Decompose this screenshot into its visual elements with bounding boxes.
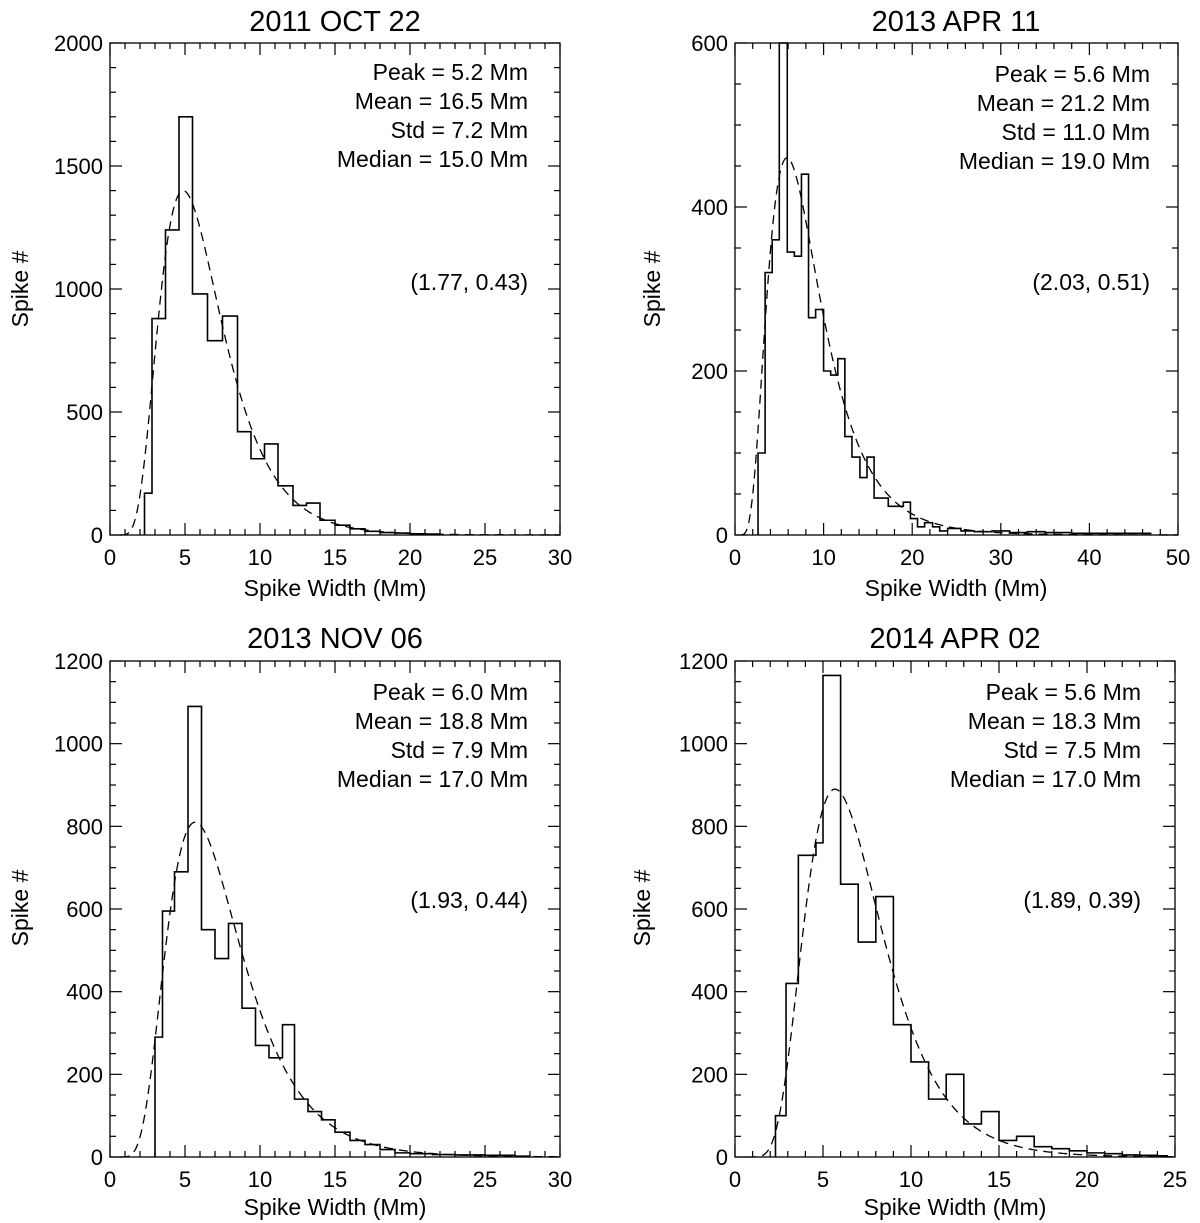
y-tick-label: 1000 (54, 277, 103, 302)
x-tick-label: 25 (473, 545, 497, 570)
x-tick-label: 25 (473, 1167, 497, 1192)
stat-mean: Mean = 16.5 Mm (355, 88, 528, 114)
x-tick-label: 0 (104, 545, 116, 570)
y-tick-label: 400 (691, 195, 728, 220)
y-tick-label: 600 (691, 897, 728, 922)
x-axis-label: Spike Width (Mm) (244, 575, 427, 601)
x-tick-label: 25 (1163, 1167, 1187, 1192)
panel-title: 2013 APR 11 (872, 6, 1041, 38)
panel-2011-oct-22: 2011 OCT 22 0 5 10 15 20 25 30 0 500 1000 1500 2000… (7, 6, 572, 601)
y-tick-label: 200 (691, 359, 728, 384)
y-tick-label: 1200 (54, 649, 103, 674)
y-tick-label: 0 (716, 1145, 728, 1170)
x-tick-label: 30 (989, 545, 1013, 570)
fit-parameters: (1.77, 0.43) (410, 269, 528, 295)
y-tick-label: 800 (691, 814, 728, 839)
x-tick-label: 50 (1166, 545, 1190, 570)
x-tick-label: 10 (248, 1167, 272, 1192)
y-tick-label: 200 (691, 1062, 728, 1087)
histogram-steps (757, 42, 1152, 535)
x-tick-label: 30 (548, 1167, 572, 1192)
x-tick-label: 30 (548, 545, 572, 570)
stat-peak: Peak = 6.0 Mm (373, 679, 528, 705)
y-tick-label: 200 (66, 1062, 103, 1087)
x-tick-label: 40 (1077, 545, 1101, 570)
panel-title: 2014 APR 02 (870, 623, 1041, 655)
y-tick-label: 500 (66, 400, 103, 425)
stat-mean: Mean = 21.2 Mm (977, 90, 1150, 116)
y-axis-label: Spike # (7, 869, 33, 946)
x-axis-label: Spike Width (Mm) (244, 1194, 427, 1220)
x-tick-label: 20 (1075, 1167, 1099, 1192)
stat-median: Median = 17.0 Mm (950, 766, 1141, 792)
y-axis-label: Spike # (7, 250, 33, 327)
lognormal-fit-curve (741, 157, 1178, 536)
y-tick-label: 1500 (54, 154, 103, 179)
lognormal-fit-curve (120, 189, 560, 536)
y-tick-label: 0 (716, 523, 728, 548)
y-axis-label: Spike # (639, 250, 665, 327)
x-tick-label: 0 (729, 1167, 741, 1192)
y-tick-label: 1000 (679, 732, 728, 757)
y-tick-label: 1200 (679, 649, 728, 674)
stat-std: Std = 7.9 Mm (391, 737, 528, 763)
y-tick-label: 400 (691, 980, 728, 1005)
stat-median: Median = 19.0 Mm (959, 148, 1150, 174)
x-tick-label: 20 (900, 545, 924, 570)
histogram-steps (774, 674, 1168, 1157)
x-tick-label: 0 (729, 545, 741, 570)
x-axis-label: Spike Width (Mm) (865, 575, 1048, 601)
x-tick-label: 20 (398, 545, 422, 570)
x-tick-label: 15 (323, 1167, 347, 1192)
y-tick-label: 0 (91, 1145, 103, 1170)
y-axis-label: Spike # (629, 869, 655, 946)
x-tick-label: 15 (987, 1167, 1011, 1192)
x-tick-label: 5 (817, 1167, 829, 1192)
x-tick-label: 20 (398, 1167, 422, 1192)
lognormal-fit-curve (120, 821, 561, 1158)
y-tick-label: 0 (91, 523, 103, 548)
x-tick-label: 0 (104, 1167, 116, 1192)
x-axis-label: Spike Width (Mm) (864, 1194, 1047, 1220)
panel-2014-apr-02: 2014 APR 02 0 5 10 15 20 25 0 200 400 600 800 1000 1… (629, 623, 1187, 1220)
stat-peak: Peak = 5.6 Mm (995, 61, 1150, 87)
stat-median: Median = 17.0 Mm (337, 766, 528, 792)
stat-std: Std = 7.5 Mm (1004, 737, 1141, 763)
x-tick-label: 5 (179, 1167, 191, 1192)
y-tick-label: 600 (66, 897, 103, 922)
x-tick-label: 15 (323, 545, 347, 570)
y-tick-label: 800 (66, 814, 103, 839)
panel-2013-apr-11: 2013 APR 11 0 10 20 30 40 50 0 200 400 600 Spike … (639, 6, 1190, 601)
x-tick-label: 10 (899, 1167, 923, 1192)
y-tick-label: 1000 (54, 732, 103, 757)
x-tick-label: 10 (811, 545, 835, 570)
stat-std: Std = 7.2 Mm (391, 117, 528, 143)
panel-2013-nov-06: 2013 NOV 06 0 5 10 15 20 25 30 0 200 400 600 800 100… (7, 623, 572, 1220)
stat-median: Median = 15.0 Mm (337, 146, 528, 172)
stat-mean: Mean = 18.8 Mm (355, 708, 528, 734)
stat-mean: Mean = 18.3 Mm (968, 708, 1141, 734)
stat-peak: Peak = 5.6 Mm (986, 679, 1141, 705)
stat-std: Std = 11.0 Mm (1001, 119, 1150, 145)
fit-parameters: (1.93, 0.44) (410, 887, 528, 913)
y-tick-label: 2000 (54, 31, 103, 56)
histogram-steps (143, 116, 440, 535)
fit-parameters: (2.03, 0.51) (1032, 269, 1150, 295)
y-tick-label: 400 (66, 980, 103, 1005)
panel-title: 2011 OCT 22 (249, 6, 420, 38)
stat-peak: Peak = 5.2 Mm (373, 59, 528, 85)
panel-title: 2013 NOV 06 (247, 623, 423, 655)
x-tick-label: 5 (179, 545, 191, 570)
fit-parameters: (1.89, 0.39) (1023, 887, 1141, 913)
x-tick-label: 10 (248, 545, 272, 570)
lognormal-fit-curve (747, 788, 1176, 1158)
y-tick-label: 600 (691, 31, 728, 56)
